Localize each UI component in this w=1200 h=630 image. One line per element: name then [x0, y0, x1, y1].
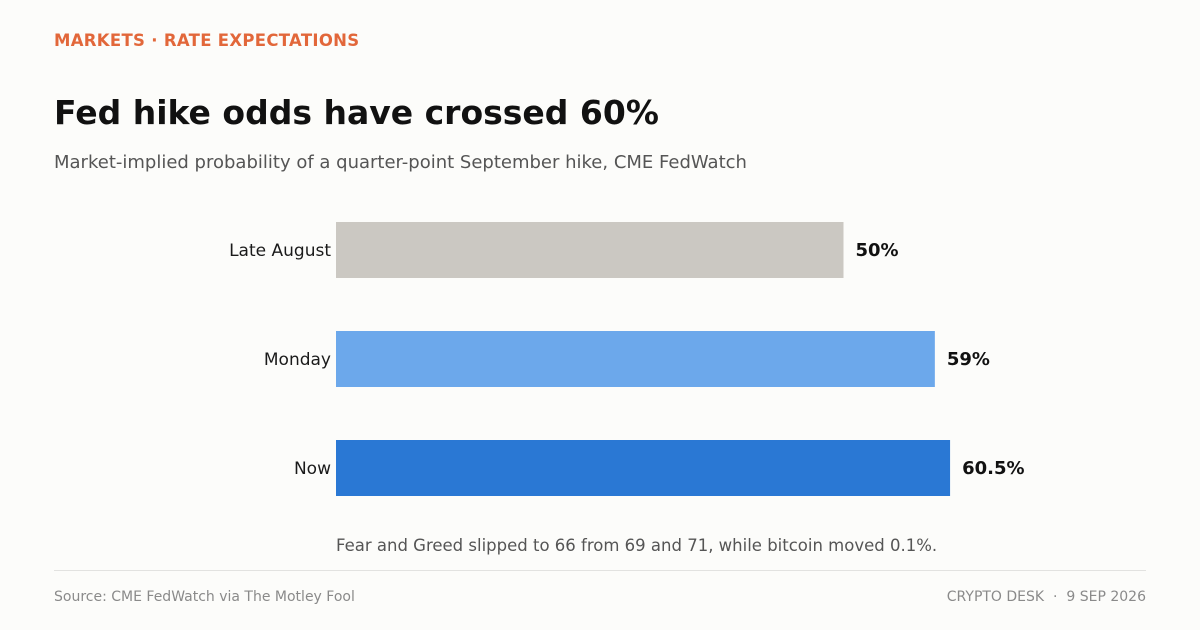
value-label-late-august: 50%: [856, 240, 899, 261]
publish-date: 9 SEP 2026: [1066, 589, 1146, 605]
desk-name: CRYPTO DESK: [946, 589, 1045, 605]
source-credit: Source: CME FedWatch via The Motley Fool: [54, 589, 355, 605]
category-label-monday: Monday: [264, 350, 331, 370]
section-kicker: MARKETS · RATE EXPECTATIONS: [54, 31, 360, 50]
value-label-now: 60.5%: [962, 458, 1024, 479]
footer-separator: ·: [1053, 589, 1058, 605]
category-label-late-august: Late August: [229, 241, 331, 261]
bar-now: [336, 440, 951, 496]
bar-monday: [336, 331, 935, 387]
chart-title: Fed hike odds have crossed 60%: [54, 93, 659, 132]
footer-divider: [54, 570, 1146, 571]
chart-note: Fear and Greed slipped to 66 from 69 and…: [336, 536, 938, 555]
category-label-now: Now: [294, 459, 331, 479]
footer-desk-date: CRYPTO DESK · 9 SEP 2026: [947, 589, 1146, 605]
chart-subtitle: Market-implied probability of a quarter-…: [54, 152, 747, 173]
value-label-monday: 59%: [947, 349, 990, 370]
bar-late-august: [336, 222, 844, 278]
